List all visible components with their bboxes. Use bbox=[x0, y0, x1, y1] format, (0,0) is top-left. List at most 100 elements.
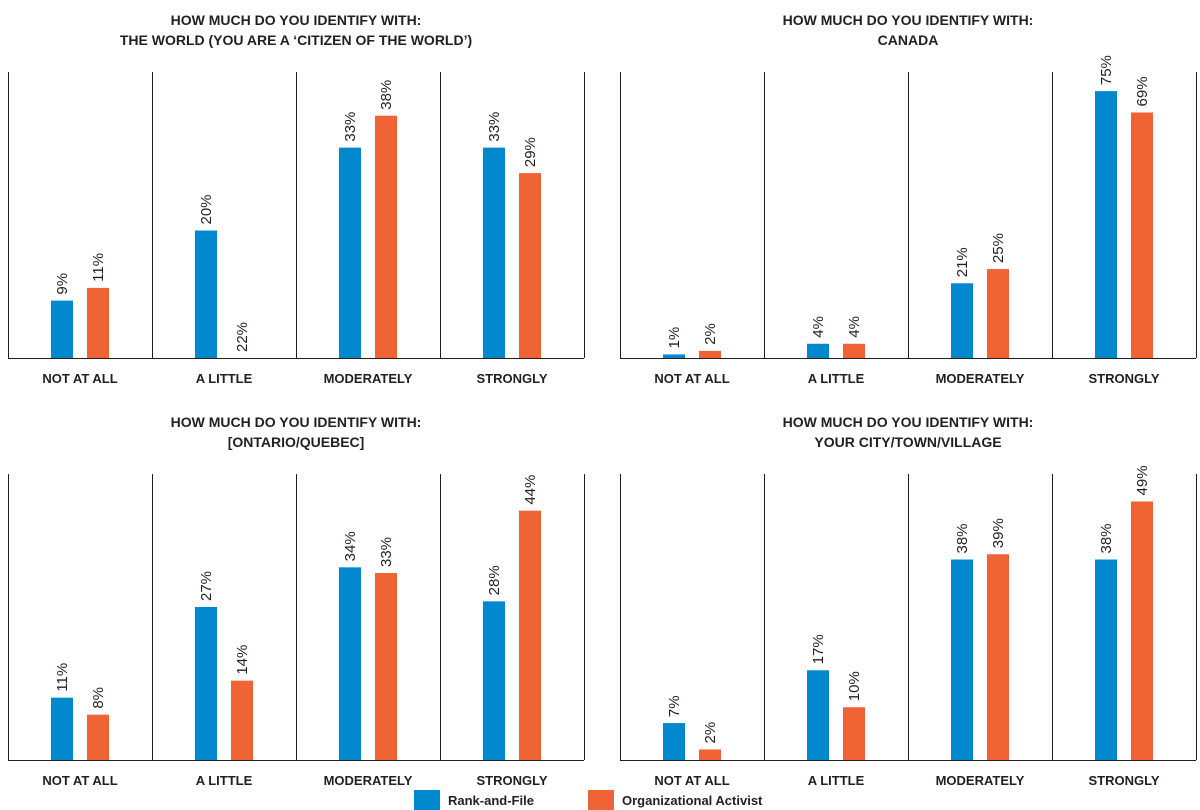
x-tick-label: STRONGLY bbox=[1088, 371, 1159, 386]
bar bbox=[375, 115, 397, 358]
chart-panel-world: HOW MUCH DO YOU IDENTIFY WITH: THE WORLD… bbox=[8, 0, 585, 386]
data-label: 38% bbox=[378, 80, 395, 110]
bar bbox=[195, 607, 217, 760]
bar bbox=[87, 287, 109, 358]
bar bbox=[231, 680, 253, 760]
chart-title: HOW MUCH DO YOU IDENTIFY WITH: [ONTARIO/… bbox=[8, 412, 584, 452]
data-label: 1% bbox=[666, 327, 683, 349]
data-label: 10% bbox=[846, 671, 863, 701]
bar bbox=[663, 354, 685, 358]
data-label: 33% bbox=[486, 112, 503, 142]
data-label: 38% bbox=[954, 523, 971, 553]
legend-label: Rank-and-File bbox=[448, 792, 534, 808]
bar bbox=[339, 567, 361, 760]
bar bbox=[195, 230, 217, 358]
x-tick-label: A LITTLE bbox=[808, 371, 865, 386]
x-tick-label: A LITTLE bbox=[808, 773, 865, 788]
chart-title-line-1: HOW MUCH DO YOU IDENTIFY WITH: bbox=[170, 414, 422, 430]
bar bbox=[339, 147, 361, 358]
bar bbox=[1131, 501, 1153, 760]
bar bbox=[663, 723, 685, 760]
data-label: 8% bbox=[90, 687, 107, 709]
bar bbox=[483, 601, 505, 760]
data-label: 9% bbox=[54, 273, 71, 295]
legend-swatch-rank-and-file bbox=[414, 790, 440, 810]
data-label: 33% bbox=[342, 112, 359, 142]
x-tick-label: MODERATELY bbox=[936, 773, 1025, 788]
bar-chart-city: 7% 2% NOT AT ALL 17% 10% A LITTLE 38% 39% MODERA… bbox=[620, 465, 1197, 788]
chart-title-line-2: THE WORLD (YOU ARE A ‘CITIZEN OF THE WOR… bbox=[119, 32, 473, 48]
legend-swatch-organizational-activist bbox=[588, 790, 614, 810]
legend: Rank-and-File Organizational Activist bbox=[0, 786, 1200, 810]
chart-title-line-2: CANADA bbox=[877, 32, 939, 48]
bar bbox=[1131, 112, 1153, 358]
x-tick-label: STRONGLY bbox=[1088, 773, 1159, 788]
bar bbox=[699, 749, 721, 760]
chart-title: HOW MUCH DO YOU IDENTIFY WITH: YOUR CITY… bbox=[620, 412, 1196, 452]
x-tick-label: STRONGLY bbox=[476, 371, 547, 386]
bar bbox=[51, 300, 73, 358]
legend-item-rank-and-file: Rank-and-File bbox=[414, 790, 534, 810]
bar bbox=[699, 350, 721, 358]
bar bbox=[987, 554, 1009, 760]
bar bbox=[519, 510, 541, 760]
data-label: 4% bbox=[846, 316, 863, 338]
data-label: 7% bbox=[666, 695, 683, 717]
bar bbox=[519, 173, 541, 358]
data-label: 25% bbox=[990, 233, 1007, 263]
data-label: 28% bbox=[486, 565, 503, 595]
chart-title: HOW MUCH DO YOU IDENTIFY WITH: THE WORLD… bbox=[8, 10, 584, 50]
data-label: 17% bbox=[810, 634, 827, 664]
bar-chart-canada: 1% 2% NOT AT ALL 4% 4% A LITTLE 21% 25% MODERATE… bbox=[620, 55, 1197, 386]
chart-panel-city: HOW MUCH DO YOU IDENTIFY WITH: YOUR CITY… bbox=[620, 402, 1197, 788]
data-label: 22% bbox=[234, 322, 251, 352]
data-label: 33% bbox=[378, 537, 395, 567]
chart-title-line-1: HOW MUCH DO YOU IDENTIFY WITH: bbox=[170, 12, 422, 28]
data-label: 75% bbox=[1098, 55, 1115, 85]
data-label: 14% bbox=[234, 645, 251, 675]
bar bbox=[951, 283, 973, 358]
data-label: 4% bbox=[810, 316, 827, 338]
chart-title-line-2: YOUR CITY/TOWN/VILLAGE bbox=[814, 434, 1002, 450]
bar bbox=[987, 269, 1009, 358]
x-tick-label: MODERATELY bbox=[936, 371, 1025, 386]
data-label: 27% bbox=[198, 571, 215, 601]
bar bbox=[87, 714, 109, 760]
bar-chart-world: 9% 11% NOT AT ALL 20% 22% A LITTLE 33% 38% MODER… bbox=[8, 72, 585, 386]
x-tick-label: MODERATELY bbox=[324, 371, 413, 386]
chart-panel-province: HOW MUCH DO YOU IDENTIFY WITH: [ONTARIO/… bbox=[8, 402, 585, 788]
bar bbox=[807, 670, 829, 760]
x-tick-label: NOT AT ALL bbox=[654, 773, 729, 788]
legend-item-organizational-activist: Organizational Activist bbox=[588, 790, 762, 810]
x-tick-label: NOT AT ALL bbox=[42, 773, 117, 788]
chart-title-line-1: HOW MUCH DO YOU IDENTIFY WITH: bbox=[782, 12, 1034, 28]
data-label: 11% bbox=[54, 663, 71, 692]
data-label: 2% bbox=[702, 323, 719, 345]
bar bbox=[843, 707, 865, 760]
x-tick-label: NOT AT ALL bbox=[654, 371, 729, 386]
x-tick-label: NOT AT ALL bbox=[42, 371, 117, 386]
data-label: 29% bbox=[522, 137, 539, 167]
data-label: 69% bbox=[1134, 76, 1151, 106]
bar bbox=[843, 343, 865, 358]
data-label: 38% bbox=[1098, 523, 1115, 553]
bar bbox=[483, 147, 505, 358]
data-label: 20% bbox=[198, 194, 215, 224]
x-tick-label: A LITTLE bbox=[196, 371, 253, 386]
bar bbox=[1095, 559, 1117, 760]
bar bbox=[1095, 91, 1117, 359]
chart-panel-canada: HOW MUCH DO YOU IDENTIFY WITH: CANADA 1%… bbox=[620, 0, 1197, 386]
data-label: 49% bbox=[1134, 465, 1151, 495]
bar bbox=[375, 573, 397, 760]
bar bbox=[51, 697, 73, 760]
data-label: 34% bbox=[342, 531, 359, 561]
x-tick-label: STRONGLY bbox=[476, 773, 547, 788]
data-label: 39% bbox=[990, 518, 1007, 548]
chart-title: HOW MUCH DO YOU IDENTIFY WITH: CANADA bbox=[620, 10, 1196, 50]
bar bbox=[951, 559, 973, 760]
data-label: 44% bbox=[522, 475, 539, 505]
legend-label: Organizational Activist bbox=[622, 792, 763, 808]
data-label: 2% bbox=[702, 722, 719, 744]
bar-chart-province: 11% 8% NOT AT ALL 27% 14% A LITTLE 34% 33% MODER… bbox=[8, 474, 585, 788]
data-label: 21% bbox=[954, 247, 971, 277]
